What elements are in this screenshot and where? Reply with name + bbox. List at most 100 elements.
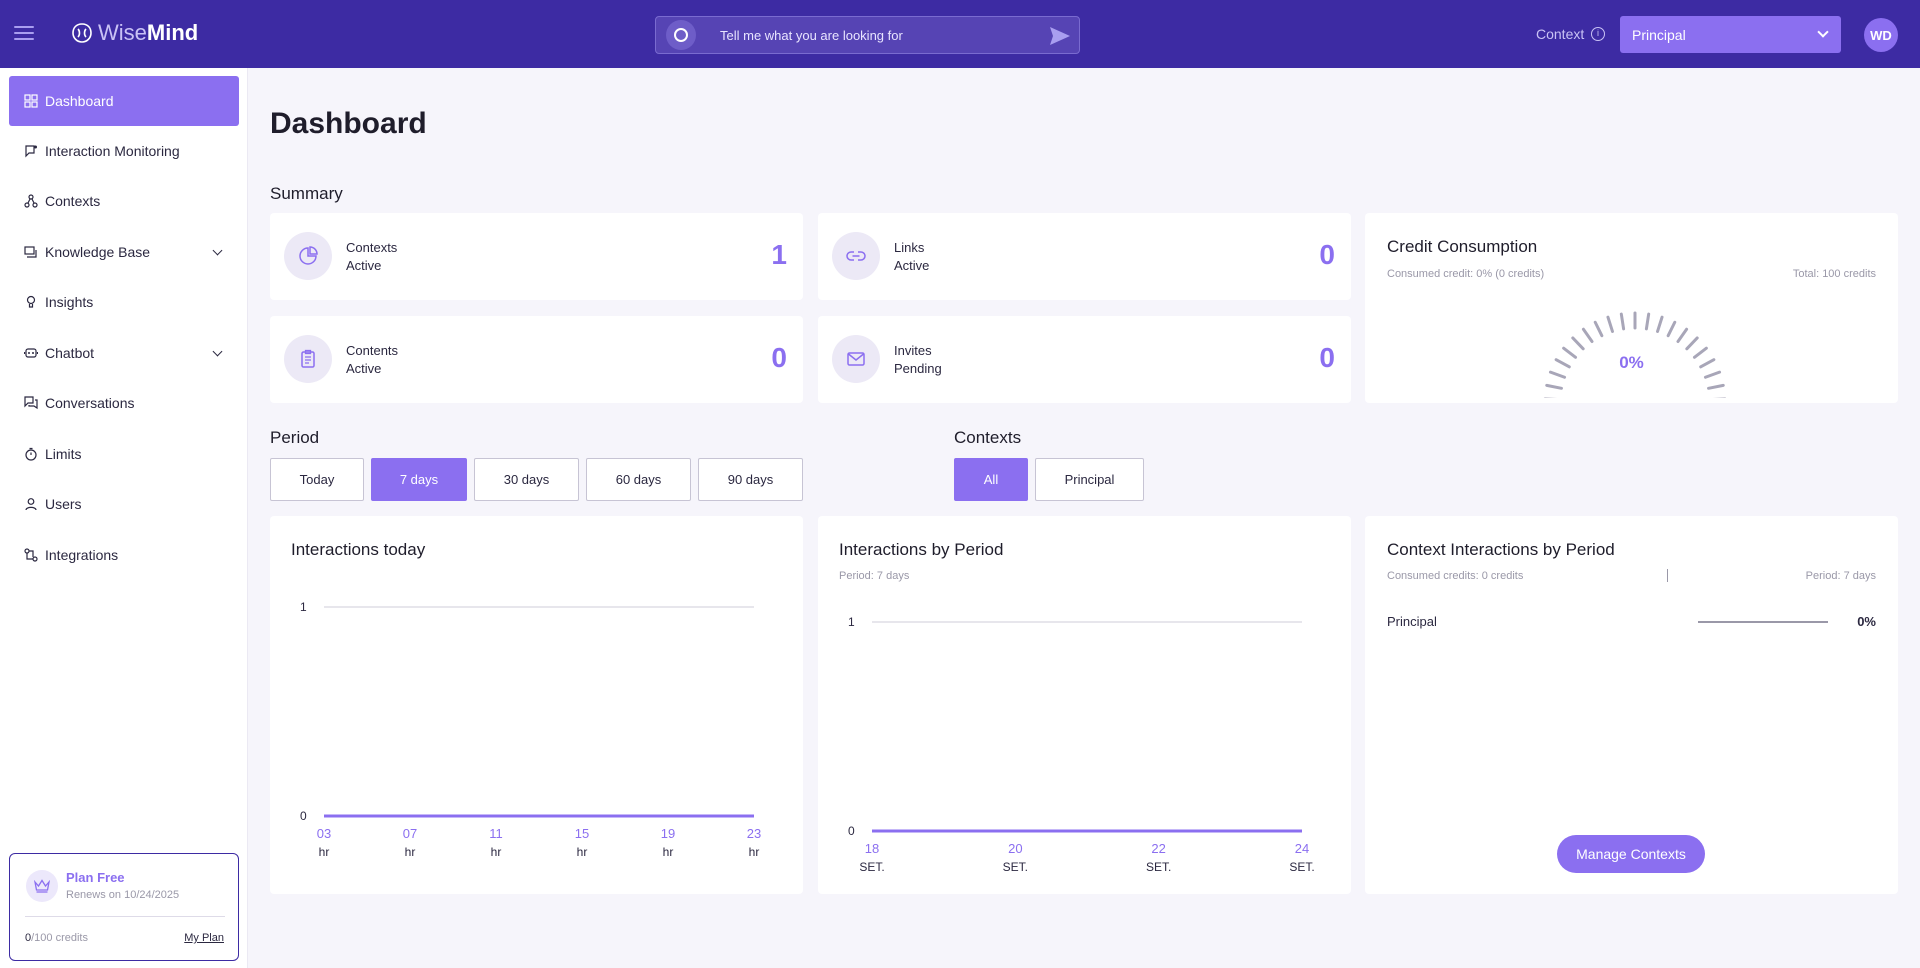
x-tick-unit: SET. [1003, 860, 1028, 874]
user-icon [25, 498, 37, 511]
sidebar-item-limits[interactable]: Limits [9, 429, 239, 479]
credit-percent: 0% [1619, 353, 1644, 372]
sidebar-item-knowledge-base[interactable]: Knowledge Base [9, 227, 239, 277]
sidebar: Dashboard Interaction Monitoring Context… [0, 68, 248, 968]
lightbulb-icon [26, 295, 36, 308]
plan-renew-date: Renews on 10/24/2025 [66, 889, 180, 901]
avatar[interactable]: WD [1864, 18, 1898, 52]
gauge-tick [1692, 346, 1708, 359]
logo-wise: Wise [98, 20, 147, 45]
hamburger-menu-icon[interactable] [14, 22, 34, 42]
sidebar-item-dashboard[interactable]: Dashboard [9, 76, 239, 126]
period-60-days-button[interactable]: 60 days [586, 458, 691, 501]
credit-consumed: Consumed credit: 0% (0 credits) [1387, 268, 1545, 280]
crown-icon [26, 870, 58, 902]
stat-label-line2: Active [894, 258, 930, 273]
sidebar-item-label: Knowledge Base [45, 244, 151, 260]
info-icon[interactable]: i [1591, 27, 1605, 41]
context-select[interactable]: Principal [1620, 16, 1841, 53]
plan-credits-total: /100 credits [31, 932, 88, 944]
period-7-days-button[interactable]: 7 days [371, 458, 467, 501]
stat-label-line1: Invites [894, 343, 932, 358]
stat-card-contents: Contents Active 0 [270, 316, 803, 403]
conversations-icon [24, 396, 38, 410]
stat-label: Invites Pending [894, 342, 942, 378]
logo[interactable]: Wise Mind [70, 20, 198, 46]
credit-total: Total: 100 credits [1792, 268, 1876, 280]
stat-label-line1: Contents [346, 343, 399, 358]
sidebar-item-interaction-monitoring[interactable]: Interaction Monitoring [9, 126, 239, 176]
y-tick-label: 1 [300, 600, 307, 614]
stat-card-contexts: Contexts Active 1 [270, 213, 803, 300]
plan-title: Plan Free [66, 870, 125, 885]
gauge-tick [1571, 336, 1585, 351]
period-90-days-button[interactable]: 90 days [698, 458, 803, 501]
gauge-tick [1699, 358, 1716, 369]
plan-credits: 0/100 credits [25, 932, 88, 944]
context-row-percent: 0% [1857, 614, 1876, 629]
sidebar-item-integrations[interactable]: Integrations [9, 530, 239, 580]
gauge-tick [1666, 320, 1677, 338]
my-plan-link[interactable]: My Plan [184, 932, 224, 944]
context-label: Context [1536, 26, 1585, 42]
y-tick-label: 1 [848, 615, 855, 629]
x-tick-unit: SET. [859, 860, 884, 874]
period-30-days-button[interactable]: 30 days [474, 458, 579, 501]
chevron-down-icon[interactable] [212, 346, 223, 357]
stat-label: Contexts Active [346, 239, 397, 275]
manage-contexts-button[interactable]: Manage Contexts [1557, 835, 1705, 873]
x-tick-unit: SET. [1289, 860, 1314, 874]
sidebar-item-label: Contexts [45, 193, 101, 209]
y-tick-label: 0 [848, 824, 855, 838]
logo-icon [72, 23, 92, 43]
context-interactions-consumed: Consumed credits: 0 credits [1387, 570, 1524, 582]
x-tick-label: 20 [1008, 841, 1022, 856]
plan-credits-used: 0 [25, 932, 32, 944]
link-icon [832, 232, 880, 280]
stat-value: 0 [1319, 239, 1335, 270]
sidebar-item-label: Chatbot [45, 345, 95, 361]
contexts-icon [24, 194, 38, 208]
stat-label-line1: Contexts [346, 240, 398, 255]
search-bar [655, 16, 1080, 54]
x-tick-unit: hr [405, 845, 416, 859]
x-tick-unit: SET. [1146, 860, 1171, 874]
send-icon[interactable] [1049, 26, 1071, 46]
sidebar-item-users[interactable]: Users [9, 479, 239, 529]
stat-label-line2: Active [346, 258, 382, 273]
credit-gauge [1543, 311, 1727, 398]
sidebar-item-label: Limits [45, 446, 82, 462]
gauge-tick [1707, 383, 1725, 390]
stat-card-invites: Invites Pending 0 [818, 316, 1351, 403]
gauge-tick [1554, 358, 1571, 369]
chevron-down-icon[interactable] [212, 245, 223, 256]
gauge-tick [1676, 327, 1689, 344]
gauge-tick [1593, 320, 1604, 338]
stat-card-links: Links Active 0 [818, 213, 1351, 300]
context-all-button[interactable]: All [954, 458, 1028, 501]
chart-subtitle: Period: 7 days [839, 570, 910, 582]
sidebar-item-insights[interactable]: Insights [9, 277, 239, 327]
chatbot-icon [24, 348, 38, 358]
sidebar-item-contexts[interactable]: Contexts [9, 176, 239, 226]
period-title: Period [270, 428, 320, 447]
stat-value: 0 [1319, 342, 1335, 373]
period-today-button[interactable]: Today [270, 458, 364, 501]
gauge-tick [1548, 370, 1567, 379]
stat-label-line2: Pending [894, 361, 942, 376]
x-tick-unit: hr [491, 845, 502, 859]
x-tick-label: 15 [575, 826, 589, 841]
gauge-tick [1703, 370, 1722, 379]
search-input[interactable] [720, 27, 1020, 43]
sidebar-item-label: Interaction Monitoring [45, 143, 180, 159]
plan-card: Plan Free Renews on 10/24/2025 0/100 cre… [9, 853, 239, 961]
x-tick-label: 23 [747, 826, 761, 841]
sidebar-item-label: Dashboard [45, 93, 114, 109]
knowledge-icon [24, 246, 37, 258]
sidebar-item-conversations[interactable]: Conversations [9, 378, 239, 428]
context-principal-button[interactable]: Principal [1035, 458, 1144, 501]
sidebar-item-chatbot[interactable]: Chatbot [9, 328, 239, 378]
chevron-down-icon [1817, 26, 1829, 38]
context-interactions-card: Context Interactions by Period Consumed … [1365, 516, 1898, 894]
gauge-tick [1644, 312, 1651, 331]
